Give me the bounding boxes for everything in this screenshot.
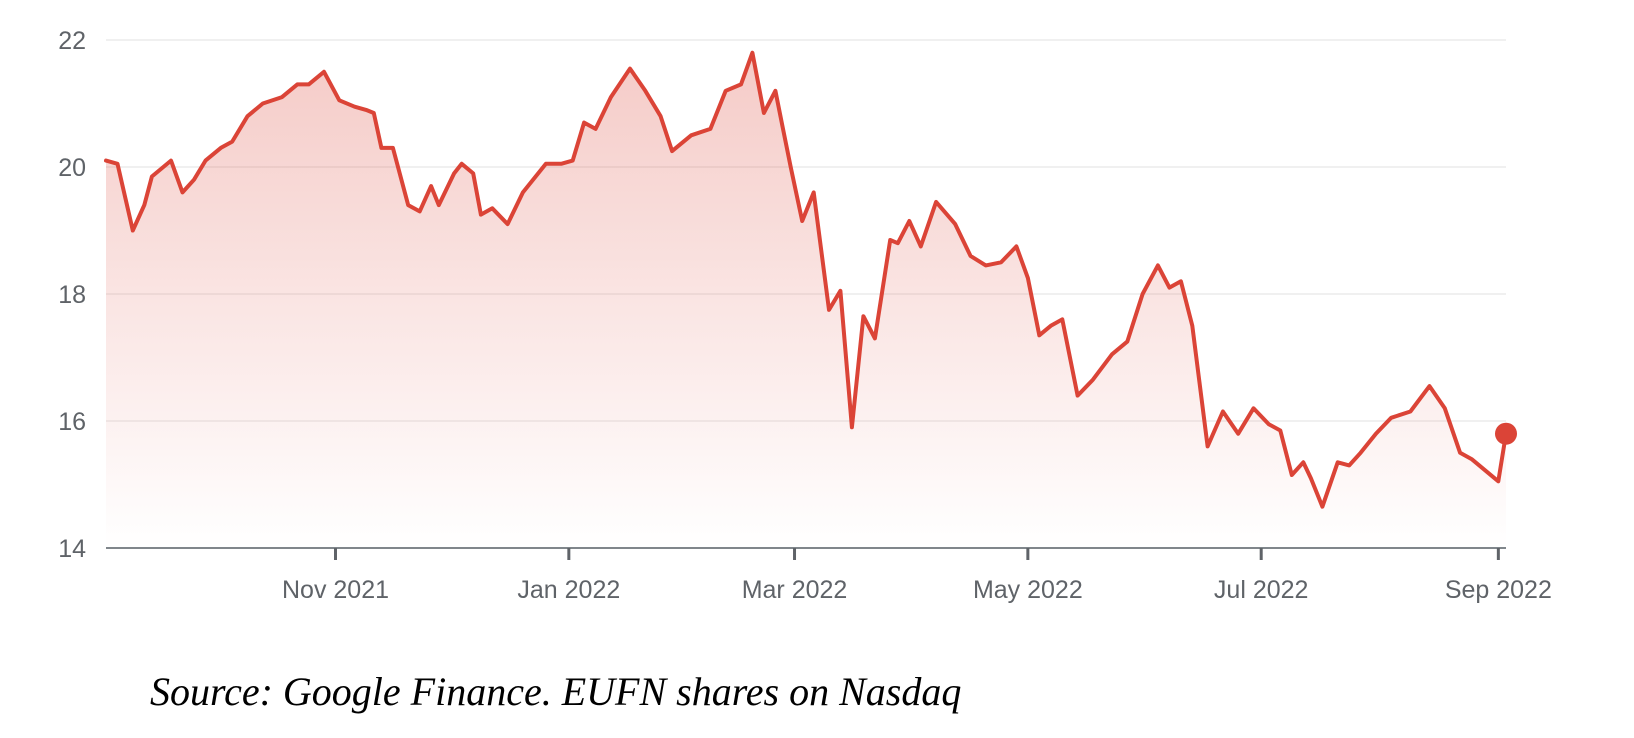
price-line (104, 50, 1508, 509)
x-tick-label: Nov 2021 (282, 576, 389, 604)
x-tick-label: Mar 2022 (742, 576, 848, 604)
x-axis: Nov 2021 Jan 2022 Mar 2022 May 2022 Jul 2022… (282, 548, 1552, 604)
x-tick-label: May 2022 (973, 576, 1083, 604)
y-tick-label: 14 (58, 535, 86, 563)
y-tick-label: 16 (58, 408, 86, 436)
y-tick-label: 18 (58, 281, 86, 309)
x-tick-label: Sep 2022 (1445, 576, 1552, 604)
price-area (106, 52, 1506, 548)
y-axis: 14 16 18 20 22 (58, 27, 86, 563)
source-caption: Source: Google Finance. EUFN shares on N… (150, 669, 962, 714)
y-tick-label: 22 (58, 27, 86, 55)
y-tick-label: 20 (58, 154, 86, 182)
x-tick-label: Jan 2022 (517, 576, 620, 604)
price-chart: 14 16 18 20 22 Nov 2021 Jan 2022 Mar 2022 May 2… (58, 27, 1552, 604)
last-price-marker (1495, 422, 1517, 445)
x-tick-label: Jul 2022 (1214, 576, 1309, 604)
